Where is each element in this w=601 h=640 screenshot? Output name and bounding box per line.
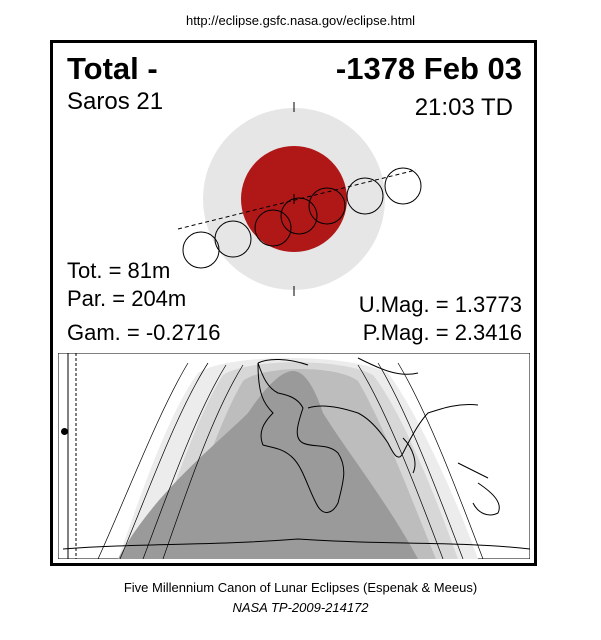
moon-position-4: [280, 197, 318, 235]
visibility-zone-full: [118, 371, 418, 559]
gamma-value: Gam. = -0.2716: [67, 320, 221, 345]
eclipse-type: Total -: [67, 51, 158, 86]
saros-number: Saros 21: [67, 88, 164, 115]
visibility-world-map: [58, 353, 530, 559]
greatest-eclipse-time: 21:03 TD: [414, 94, 513, 121]
moon-sublunar-point: [61, 428, 68, 435]
umbral-magnitude: U.Mag. = 1.3773: [358, 292, 522, 317]
moon-position-5: [308, 187, 346, 225]
eclipse-geometry-diagram: [177, 102, 422, 296]
moon-position-6: [346, 177, 384, 215]
partiality-duration: Par. = 204m: [67, 286, 187, 311]
coastlines: [62, 357, 530, 550]
moon-position-2: [214, 220, 252, 258]
moon-position-7: [384, 167, 422, 205]
moon-position-3: [254, 209, 292, 247]
nasa-tp-citation: NASA TP-2009-214172: [232, 600, 369, 615]
source-url[interactable]: http://eclipse.gsfc.nasa.gov/eclipse.htm…: [185, 13, 416, 28]
moon-path-line: [177, 169, 417, 230]
totality-duration: Tot. = 81m: [67, 258, 171, 283]
eclipse-panel-frame: [50, 40, 537, 566]
penumbral-magnitude: P.Mag. = 2.3416: [362, 320, 522, 345]
moon-position-1: [182, 231, 220, 269]
visibility-contours: [97, 362, 484, 559]
eclipse-date: -1378 Feb 03: [335, 51, 522, 86]
canon-citation: Five Millennium Canon of Lunar Eclipses …: [123, 580, 478, 595]
